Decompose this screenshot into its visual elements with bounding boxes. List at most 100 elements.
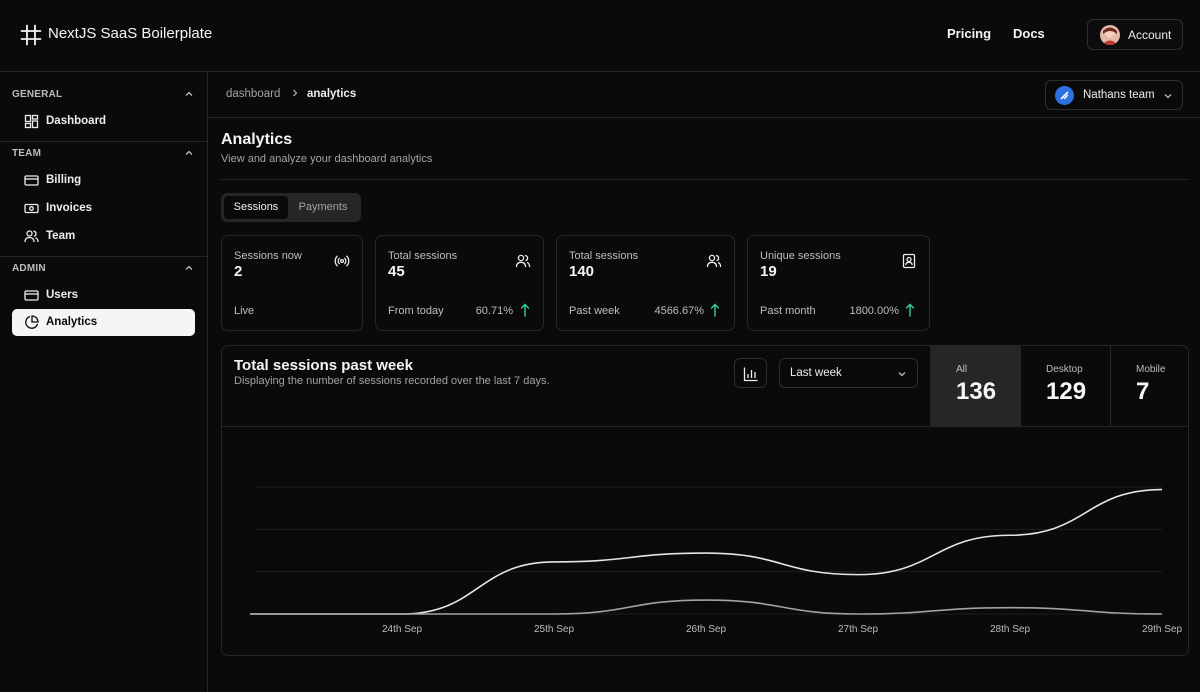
chevron-up-icon	[185, 150, 193, 155]
sessions-line-chart: 24th Sep 25th Sep 26th Sep 27th Sep 28th Sep…	[249, 486, 1182, 635]
card-footer: Live	[234, 305, 255, 317]
stat-tab-desktop[interactable]: Desktop 129	[1020, 346, 1110, 426]
x-tick-label: 26th Sep	[686, 624, 726, 635]
account-label: Account	[1128, 28, 1172, 42]
sidebar-item-label: Invoices	[46, 202, 93, 214]
stat-tab-label: Mobile	[1136, 364, 1166, 375]
sidebar-section-general[interactable]: GENERAL	[12, 89, 196, 105]
x-tick-label: 25th Sep	[534, 624, 574, 635]
sidebar-item-label: Team	[46, 230, 76, 242]
header-divider	[221, 179, 1189, 180]
brand-name[interactable]: NextJS SaaS Boilerplate	[48, 25, 213, 42]
sidebar-item-dashboard[interactable]: Dashboard	[12, 108, 195, 135]
breadcrumb-current: analytics	[307, 88, 357, 100]
arrow-up-icon	[710, 303, 720, 317]
nav-docs-link[interactable]: Docs	[1013, 26, 1045, 41]
tab-sessions[interactable]: Sessions	[224, 196, 288, 219]
stat-card-sessions-now: Sessions now 2 Live	[221, 235, 363, 331]
nav-pricing-link[interactable]: Pricing	[947, 26, 992, 41]
stat-tab-all[interactable]: All 136	[930, 346, 1020, 426]
credit-card-icon	[24, 175, 39, 186]
section-title: TEAM	[12, 148, 42, 159]
sidebar-divider	[0, 256, 207, 257]
card-title: Total sessions	[388, 250, 458, 262]
tab-payments[interactable]: Payments	[298, 201, 348, 213]
users-icon	[515, 254, 531, 268]
series-line-0	[249, 488, 1163, 615]
sidebar-item-billing[interactable]: Billing	[12, 167, 195, 194]
avatar	[1100, 25, 1120, 45]
sidebar-section-admin[interactable]: ADMIN	[12, 263, 196, 279]
card-footer: From today	[388, 305, 444, 317]
chevron-down-icon	[898, 372, 906, 377]
stat-card-unique-sessions: Unique sessions 19 Past month 1800.00%	[747, 235, 930, 331]
stat-tab-value: 136	[956, 378, 997, 405]
sidebar-item-label: Billing	[46, 174, 82, 186]
stat-tab-mobile[interactable]: Mobile 7	[1110, 346, 1188, 426]
pie-chart-icon	[25, 315, 39, 329]
sidebar-item-label: Analytics	[46, 316, 98, 328]
time-range-select[interactable]: Last week	[779, 358, 918, 388]
x-tick-label: 28th Sep	[990, 624, 1030, 635]
broadcast-icon	[334, 255, 350, 267]
team-avatar	[1055, 86, 1074, 105]
series-line-1	[249, 599, 1163, 615]
stat-tab-label: All	[956, 364, 968, 375]
sidebar: GENERAL Dashboard TEAM Billing Invoices …	[0, 73, 208, 692]
section-title: ADMIN	[12, 263, 46, 274]
sidebar-section-team[interactable]: TEAM	[12, 148, 196, 164]
chart-subtitle: Displaying the number of sessions record…	[234, 375, 550, 387]
sidebar-item-label: Dashboard	[46, 115, 107, 127]
sidebar-item-users[interactable]: Users	[12, 282, 195, 309]
chevron-down-icon	[1164, 94, 1172, 99]
users-icon	[24, 230, 39, 243]
team-selector[interactable]: Nathans team	[1045, 80, 1183, 110]
section-title: GENERAL	[12, 89, 63, 100]
stat-card-total-sessions-today: Total sessions 45 From today 60.71%	[375, 235, 544, 331]
x-tick-label: 27th Sep	[838, 624, 878, 635]
page-title: Analytics	[221, 131, 293, 148]
sidebar-item-team[interactable]: Team	[12, 223, 195, 250]
arrow-up-icon	[905, 303, 915, 317]
tab-list: Sessions Payments	[221, 193, 361, 222]
card-value: 45	[388, 263, 405, 280]
stat-tab-value: 7	[1136, 378, 1150, 405]
hash-icon[interactable]	[20, 24, 42, 46]
card-title: Unique sessions	[760, 250, 841, 262]
chart-divider	[222, 426, 1188, 427]
card-change: 1800.00%	[849, 305, 899, 317]
card-title: Sessions now	[234, 250, 302, 262]
chart-title: Total sessions past week	[234, 357, 413, 374]
sidebar-divider	[0, 141, 207, 142]
x-tick-label: 29th Sep	[1142, 624, 1182, 635]
chevron-up-icon	[185, 91, 193, 96]
stat-tab-label: Desktop	[1046, 364, 1083, 375]
breadcrumb: dashboard analytics Nathans team	[208, 73, 1200, 118]
account-button[interactable]: Account	[1087, 19, 1183, 50]
card-footer: Past month	[760, 305, 816, 317]
sidebar-item-label: Users	[46, 289, 78, 301]
stat-tab-value: 129	[1046, 378, 1087, 405]
card-footer: Past week	[569, 305, 620, 317]
card-change: 60.71%	[475, 305, 513, 317]
credit-card-icon	[24, 290, 39, 301]
card-value: 19	[760, 263, 777, 280]
card-value: 2	[234, 263, 243, 280]
banknote-icon	[24, 203, 39, 214]
card-value: 140	[569, 263, 595, 280]
card-title: Total sessions	[569, 250, 639, 262]
bar-chart-icon	[743, 367, 758, 382]
sidebar-item-invoices[interactable]: Invoices	[12, 195, 195, 222]
contact-book-icon	[902, 253, 916, 269]
chart-type-button[interactable]	[734, 358, 767, 388]
arrow-up-icon	[520, 303, 530, 317]
page-subtitle: View and analyze your dashboard analytic…	[221, 153, 433, 165]
sidebar-item-analytics[interactable]: Analytics	[12, 309, 195, 336]
chevron-right-icon	[293, 89, 298, 97]
users-icon	[706, 254, 722, 268]
x-tick-label: 24th Sep	[382, 624, 422, 635]
chevron-up-icon	[185, 265, 193, 270]
team-name: Nathans team	[1083, 89, 1155, 101]
breadcrumb-dashboard-link[interactable]: dashboard	[226, 88, 281, 100]
top-bar: NextJS SaaS Boilerplate Pricing Docs Acc…	[0, 0, 1200, 72]
